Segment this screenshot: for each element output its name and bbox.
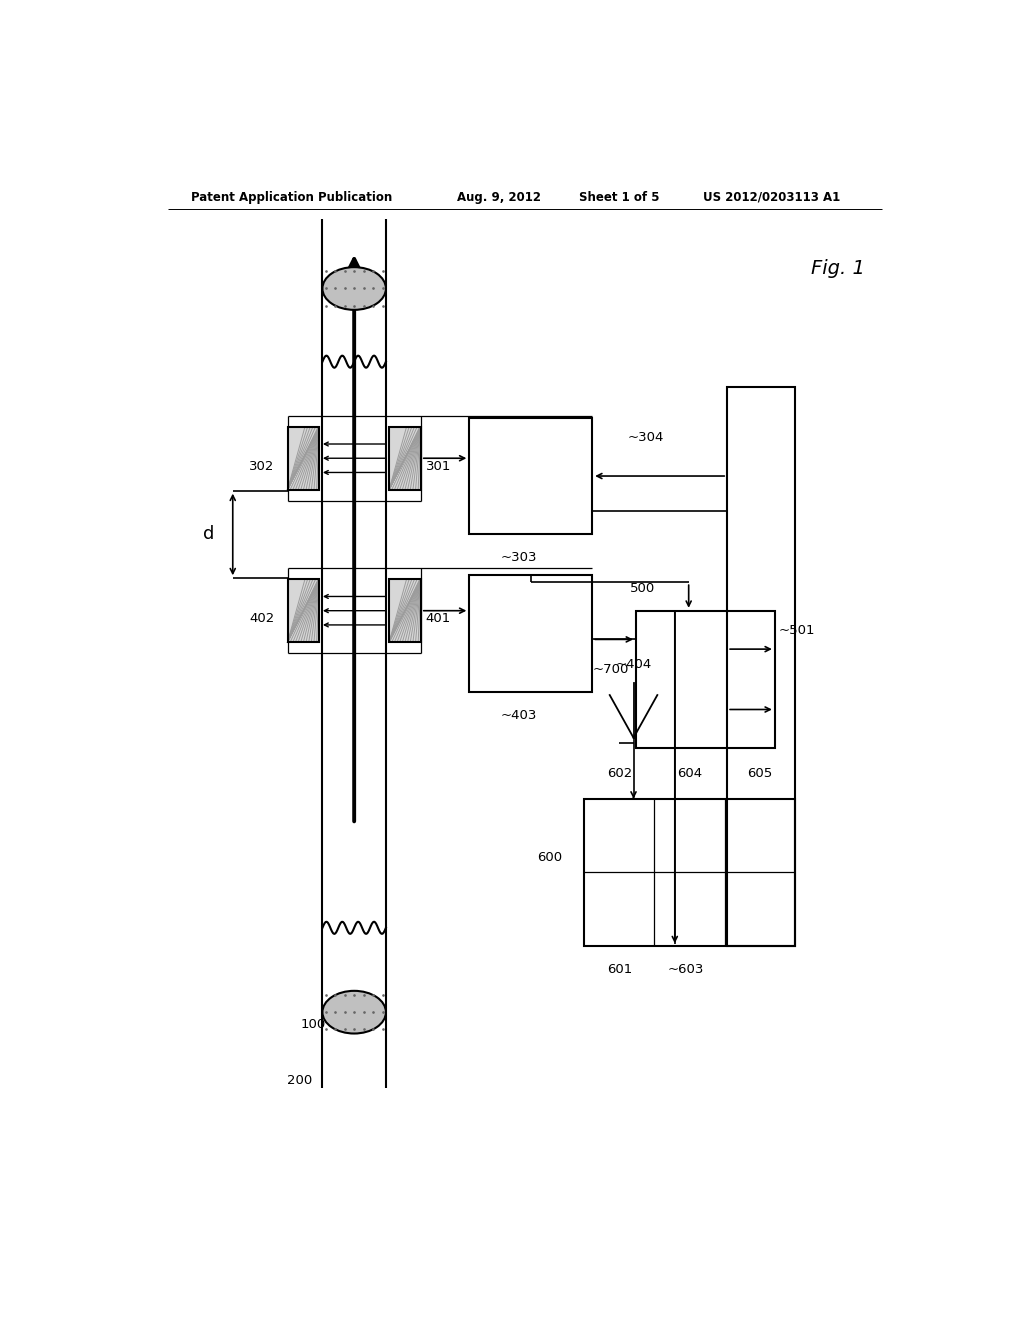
Text: Sheet 1 of 5: Sheet 1 of 5 (579, 190, 659, 203)
Text: 402: 402 (250, 612, 274, 626)
Text: 401: 401 (426, 612, 451, 626)
Bar (288, 426, 319, 490)
Bar (636, 611, 775, 748)
Bar (585, 799, 795, 946)
Text: Fig. 1: Fig. 1 (811, 259, 865, 277)
Text: 302: 302 (250, 459, 274, 473)
Text: 200: 200 (287, 1073, 312, 1086)
Text: ~404: ~404 (616, 659, 652, 672)
Text: ~304: ~304 (628, 430, 665, 444)
Text: 500: 500 (630, 582, 654, 595)
Bar (389, 579, 421, 643)
Text: Patent Application Publication: Patent Application Publication (191, 190, 393, 203)
Bar (469, 576, 592, 692)
Ellipse shape (323, 267, 386, 310)
Bar (288, 579, 319, 643)
Bar (288, 426, 319, 490)
Bar (389, 579, 421, 643)
Bar (727, 387, 795, 946)
Text: 602: 602 (607, 767, 632, 780)
Bar (288, 579, 319, 643)
Text: ~603: ~603 (668, 964, 703, 975)
Text: ~303: ~303 (500, 552, 537, 565)
Text: ~403: ~403 (501, 709, 537, 722)
Bar (389, 579, 421, 643)
Text: 100: 100 (300, 1018, 326, 1031)
Ellipse shape (323, 991, 386, 1034)
Text: ~700: ~700 (592, 663, 629, 676)
Bar (288, 579, 319, 643)
Text: ~501: ~501 (778, 624, 815, 638)
Text: 601: 601 (607, 964, 632, 975)
Text: Aug. 9, 2012: Aug. 9, 2012 (458, 190, 542, 203)
Bar (469, 417, 592, 535)
Text: 301: 301 (426, 459, 451, 473)
Text: 605: 605 (746, 767, 772, 780)
Bar (389, 426, 421, 490)
Text: US 2012/0203113 A1: US 2012/0203113 A1 (703, 190, 841, 203)
Bar (288, 426, 319, 490)
Bar (389, 426, 421, 490)
Text: 604: 604 (677, 767, 702, 780)
Text: 600: 600 (537, 851, 562, 865)
Text: d: d (203, 525, 215, 544)
Bar (389, 426, 421, 490)
